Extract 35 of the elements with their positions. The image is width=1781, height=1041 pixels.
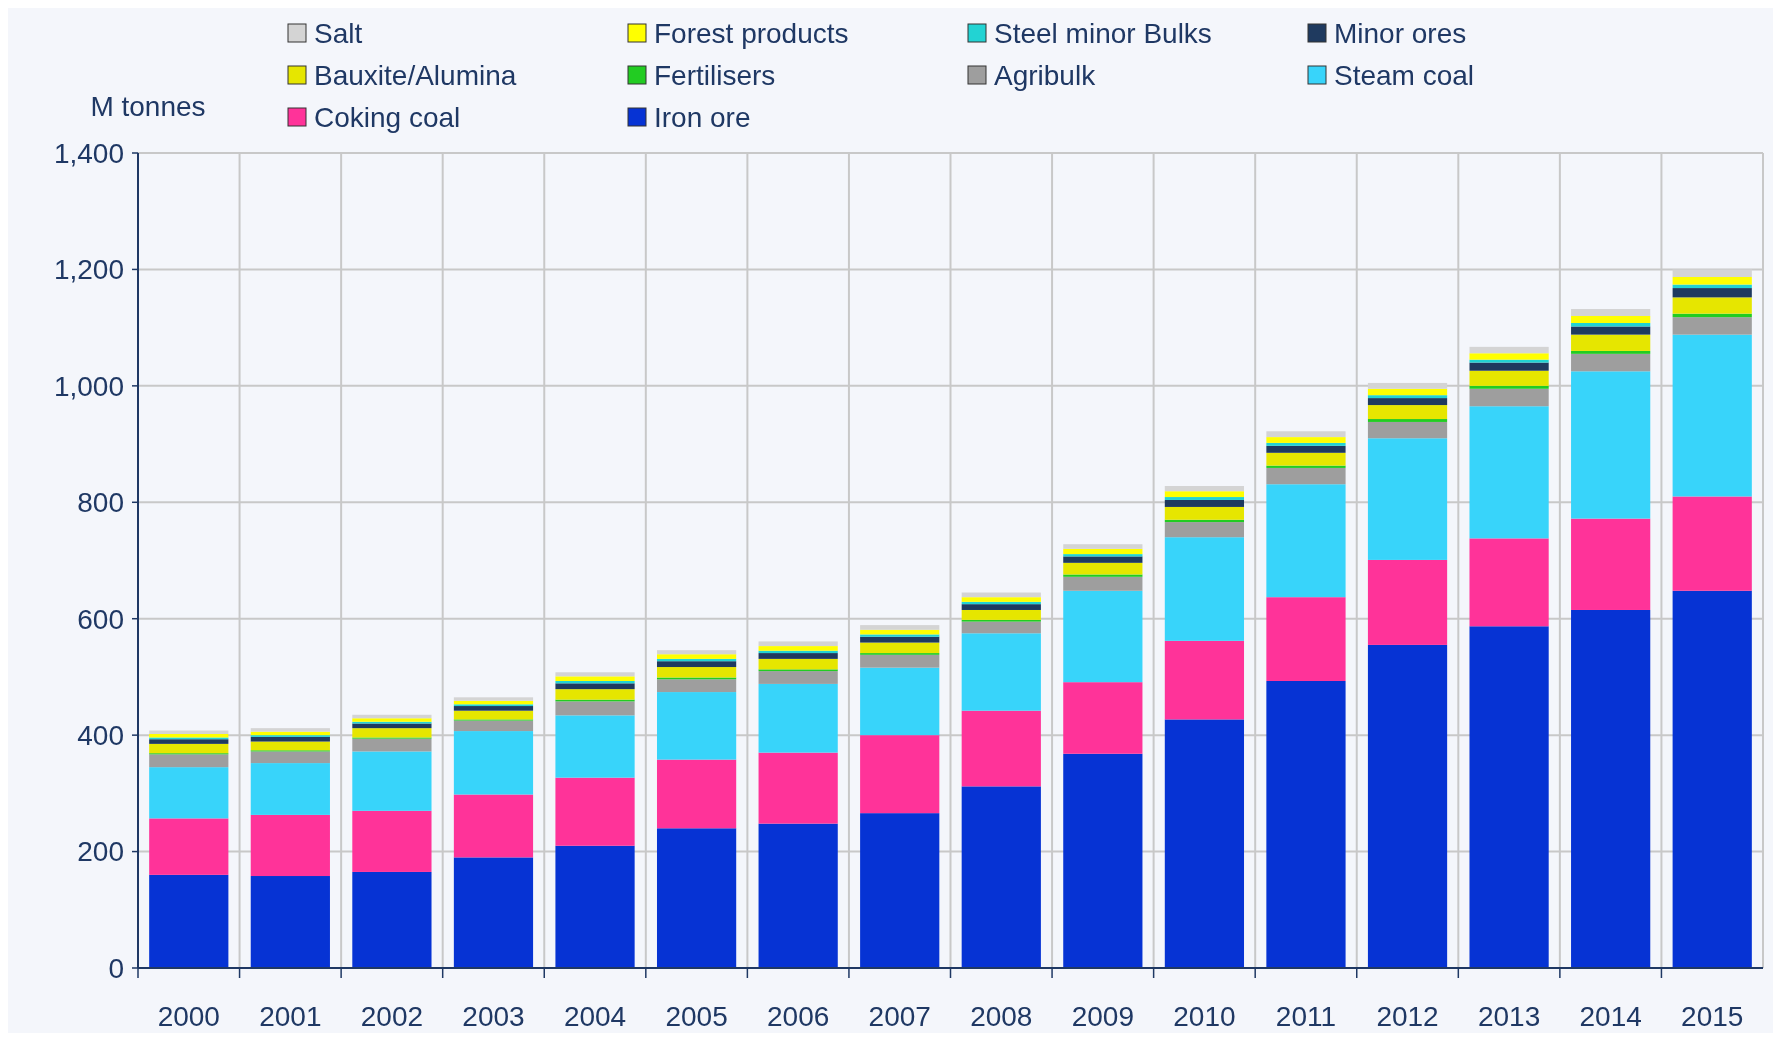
legend-label: Bauxite/Alumina (314, 59, 517, 91)
x-tick-label: 2002 (360, 1001, 424, 1032)
x-tick-label: 2011 (1275, 1001, 1337, 1032)
y-tick-label: 200 (77, 836, 124, 868)
x-tick-label: 2000 (157, 1001, 220, 1032)
y-tick-label: 800 (77, 487, 124, 519)
legend-label: Fertilisers (654, 59, 776, 91)
legend-label: Agribulk (994, 59, 1097, 91)
x-tick-label: 2015 (1681, 1001, 1744, 1032)
legend-label: Iron ore (654, 101, 751, 133)
legend-label: Steam coal (1334, 59, 1475, 91)
x-tick-label: 2006 (767, 1001, 830, 1032)
y-tick-label: 400 (77, 719, 124, 751)
legend-label: Coking coal (314, 101, 461, 133)
y-tick-label: 1,000 (53, 370, 124, 402)
y-tick-label: 600 (77, 603, 124, 635)
x-tick-label: 2009 (1071, 1001, 1134, 1032)
y-axis-title: M tonnes (90, 91, 206, 122)
x-tick-label: 2014 (1579, 1001, 1642, 1032)
x-tick-label: 2010 (1173, 1001, 1236, 1032)
x-tick-label: 2008 (970, 1001, 1033, 1032)
x-tick-label: 2001 (259, 1001, 322, 1032)
legend-label: Minor ores (1334, 17, 1467, 49)
legend-label: Salt (314, 17, 363, 49)
x-tick-label: 2003 (462, 1001, 525, 1032)
x-tick-label: 2005 (665, 1001, 728, 1032)
x-tick-label: 2004 (563, 1001, 627, 1032)
y-tick-label: 0 (108, 952, 124, 984)
y-tick-label: 1,200 (53, 254, 124, 286)
y-tick-label: 1,400 (53, 137, 124, 169)
x-tick-label: 2012 (1376, 1001, 1439, 1032)
legend-label: Steel minor Bulks (994, 17, 1212, 49)
legend-label: Forest products (654, 17, 849, 49)
x-tick-label: 2013 (1477, 1001, 1541, 1032)
x-tick-label: 2007 (868, 1001, 931, 1032)
